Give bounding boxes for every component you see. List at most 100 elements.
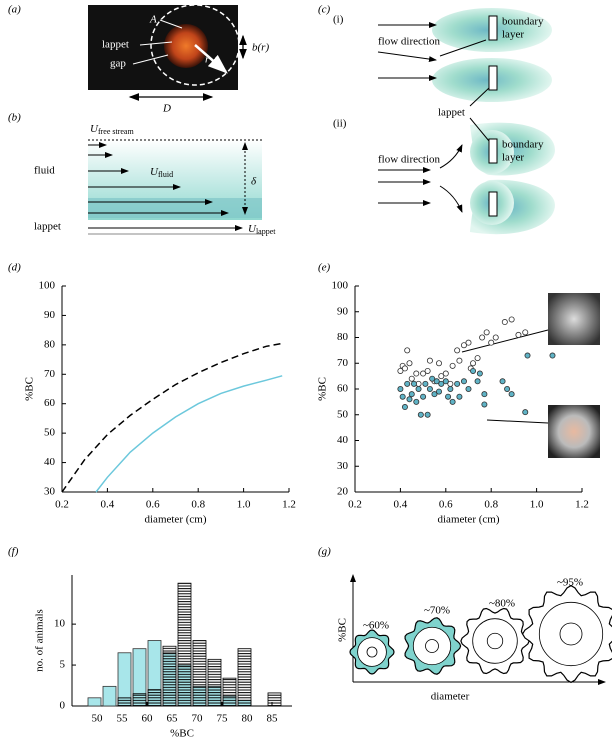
axis-label: diameter (431, 691, 470, 703)
x-tick-label: 50 (92, 713, 104, 725)
scatter-point (499, 378, 506, 385)
histogram-bar (132, 693, 147, 707)
label: boundary (502, 139, 544, 151)
y-axis-label: no. of animals (34, 609, 46, 672)
histogram-bar (147, 689, 162, 707)
histogram-bar (267, 692, 282, 707)
y-axis-label: %BC (317, 377, 329, 401)
leader (132, 54, 169, 65)
scatter-point (504, 385, 511, 392)
scatter-point (420, 370, 427, 377)
scatter-point (426, 357, 433, 364)
y-tick-label: 50 (337, 408, 349, 420)
leader (461, 329, 549, 353)
label: Ulappet (248, 223, 276, 236)
y-axis-label: %BC (24, 377, 36, 401)
scatter-point (406, 396, 413, 403)
y-tick-label: 100 (332, 280, 349, 292)
scatter-point (483, 329, 490, 336)
photo (548, 405, 600, 458)
x-tick-label: 1.0 (530, 499, 544, 511)
y-tick-label: 70 (44, 368, 56, 380)
scatter-point (488, 339, 495, 346)
cell-inner (472, 618, 518, 664)
y-tick-label: 40 (337, 434, 349, 446)
x-tick-label: 70 (192, 713, 204, 725)
cell-inner (357, 637, 387, 667)
cell-core (486, 632, 504, 650)
x-tick-label: 1.0 (237, 499, 251, 511)
y-tick-label: 10 (54, 618, 66, 630)
label: gap (110, 58, 126, 70)
scatter-point (404, 380, 411, 387)
flow-line (439, 39, 487, 57)
scatter-point (481, 391, 488, 398)
panel-letter: (b) (8, 112, 21, 124)
scatter-point (474, 355, 481, 362)
histogram-bar (237, 648, 252, 707)
label: lappet (102, 39, 129, 51)
scatter-point (433, 378, 440, 385)
scatter-point (435, 388, 442, 395)
y-tick-label: 90 (337, 305, 349, 317)
panel-letter: (g) (318, 546, 331, 558)
histogram-bar (177, 582, 192, 707)
panel-letter: (f) (8, 546, 19, 558)
label: lappet (34, 221, 61, 233)
x-axis-label: diameter (cm) (145, 514, 207, 526)
scatter-point (522, 409, 529, 416)
scatter-point (431, 391, 438, 398)
label: flow direction (378, 36, 441, 48)
label: r (205, 54, 210, 66)
histogram-bar (207, 658, 222, 707)
label: Ufluid (150, 166, 173, 179)
label: boundary (502, 16, 544, 28)
scatter-point (399, 393, 406, 400)
x-tick-label: 0.2 (55, 499, 69, 511)
y-tick-label: 80 (44, 338, 56, 350)
y-tick-label: 60 (44, 397, 56, 409)
scatter-point (549, 352, 556, 359)
scatter-point (470, 360, 477, 367)
histogram-bar (102, 685, 117, 707)
x-axis-label: diameter (cm) (438, 514, 500, 526)
scatter-point (456, 357, 463, 364)
histogram-bar (117, 697, 132, 707)
x-tick-label: 0.8 (484, 499, 498, 511)
y-tick-label: 70 (337, 357, 349, 369)
scatter-point (413, 398, 420, 405)
scatter-point (422, 380, 429, 387)
scatter-point (408, 391, 415, 398)
panel-c: (c) (i) flow direction boundary layer (i… (318, 4, 555, 235)
scatter-point (508, 391, 515, 398)
panel-letter: (a) (8, 4, 21, 16)
lappet (488, 138, 498, 164)
x-axis-label: %BC (170, 728, 194, 740)
scatter-point (438, 373, 445, 380)
x-tick-label: 60 (142, 713, 154, 725)
y-tick-label: 5 (60, 659, 66, 671)
flow-arrow (439, 185, 463, 213)
radius-arrow (194, 44, 228, 74)
cell-core (425, 639, 439, 653)
scatter-point (442, 370, 449, 377)
scatter-point (408, 375, 415, 382)
x-tick-label: 85 (267, 713, 279, 725)
scatter-point (481, 401, 488, 408)
y-tick-label: 90 (44, 309, 56, 321)
photo (548, 293, 600, 345)
scatter-point (465, 385, 472, 392)
y-tick-label: 80 (337, 331, 349, 343)
leader (486, 419, 549, 424)
panel-a: (a) A lappet gap r b(r) D (8, 4, 269, 115)
scatter-point (449, 362, 456, 369)
y-tick-label: 60 (337, 383, 349, 395)
scatter-point (397, 367, 404, 374)
scatter-point (492, 334, 499, 341)
scatter-point (449, 398, 456, 405)
label: fluid (34, 165, 55, 177)
label: flow direction (378, 154, 441, 166)
label: A (149, 14, 157, 26)
label: layer (502, 152, 524, 164)
scatter-point (474, 378, 481, 385)
